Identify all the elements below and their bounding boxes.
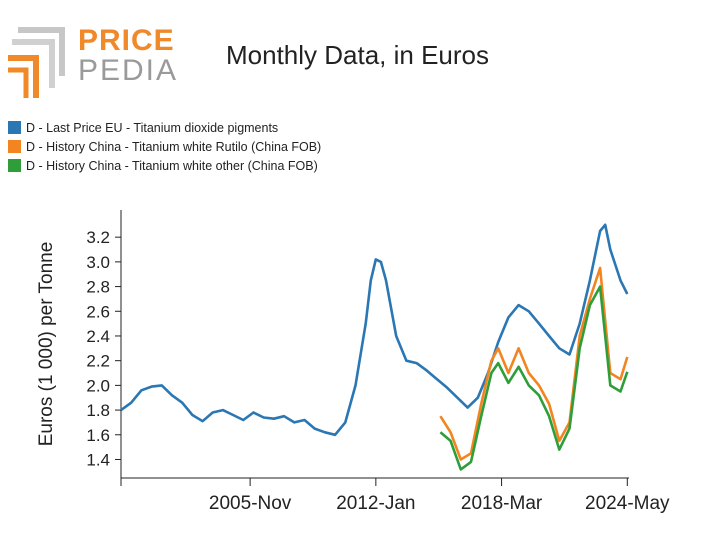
y-tick-label: 1.8 bbox=[86, 401, 110, 420]
x-tick-label: 2012-Jan bbox=[336, 493, 415, 514]
legend-label-china-rutilo: D - History China - Titanium white Rutil… bbox=[26, 139, 322, 154]
chart-legend: D - Last Price EU - Titanium dioxide pig… bbox=[8, 118, 321, 175]
x-tick-label: 2018-Mar bbox=[461, 493, 543, 514]
legend-label-eu-last-price: D - Last Price EU - Titanium dioxide pig… bbox=[26, 120, 279, 135]
series-line-china-other bbox=[439, 285, 629, 471]
logo-word-bottom: PEDIA bbox=[78, 54, 179, 87]
y-tick-label: 2.4 bbox=[86, 327, 110, 346]
y-axis-label: Euros (1 000) per Tonne bbox=[36, 242, 57, 447]
legend-swatch-china-rutilo bbox=[8, 140, 21, 153]
series-line-china-rutilo bbox=[439, 266, 629, 461]
y-tick-label: 2.8 bbox=[86, 278, 110, 297]
logo-word-top: PRICE bbox=[78, 24, 175, 57]
legend-item-china-other[interactable]: D - History China - Titanium white other… bbox=[8, 156, 321, 175]
y-tick-label: 3.0 bbox=[86, 253, 110, 272]
legend-swatch-eu-last-price bbox=[8, 121, 21, 134]
x-tick-label: 2024-May bbox=[585, 493, 670, 514]
legend-label-china-other: D - History China - Titanium white other… bbox=[26, 158, 318, 173]
pricepedia-logo: PRICE PEDIA bbox=[6, 20, 176, 98]
y-tick-label: 2.0 bbox=[86, 376, 110, 395]
y-tick-label: 1.6 bbox=[86, 426, 110, 445]
legend-item-china-rutilo[interactable]: D - History China - Titanium white Rutil… bbox=[8, 137, 321, 156]
legend-swatch-china-other bbox=[8, 159, 21, 172]
y-tick-label: 2.6 bbox=[86, 302, 110, 321]
chart-title: Monthly Data, in Euros bbox=[226, 40, 490, 70]
y-tick-label: 2.2 bbox=[86, 352, 110, 371]
y-tick-label: 1.4 bbox=[86, 450, 110, 469]
series-line-eu-last-price bbox=[120, 223, 629, 437]
legend-item-eu-last-price[interactable]: D - Last Price EU - Titanium dioxide pig… bbox=[8, 118, 321, 137]
y-tick-label: 3.2 bbox=[86, 228, 110, 247]
pricepedia-logo-mark bbox=[8, 27, 65, 98]
x-tick-label: 2005-Nov bbox=[209, 493, 292, 514]
